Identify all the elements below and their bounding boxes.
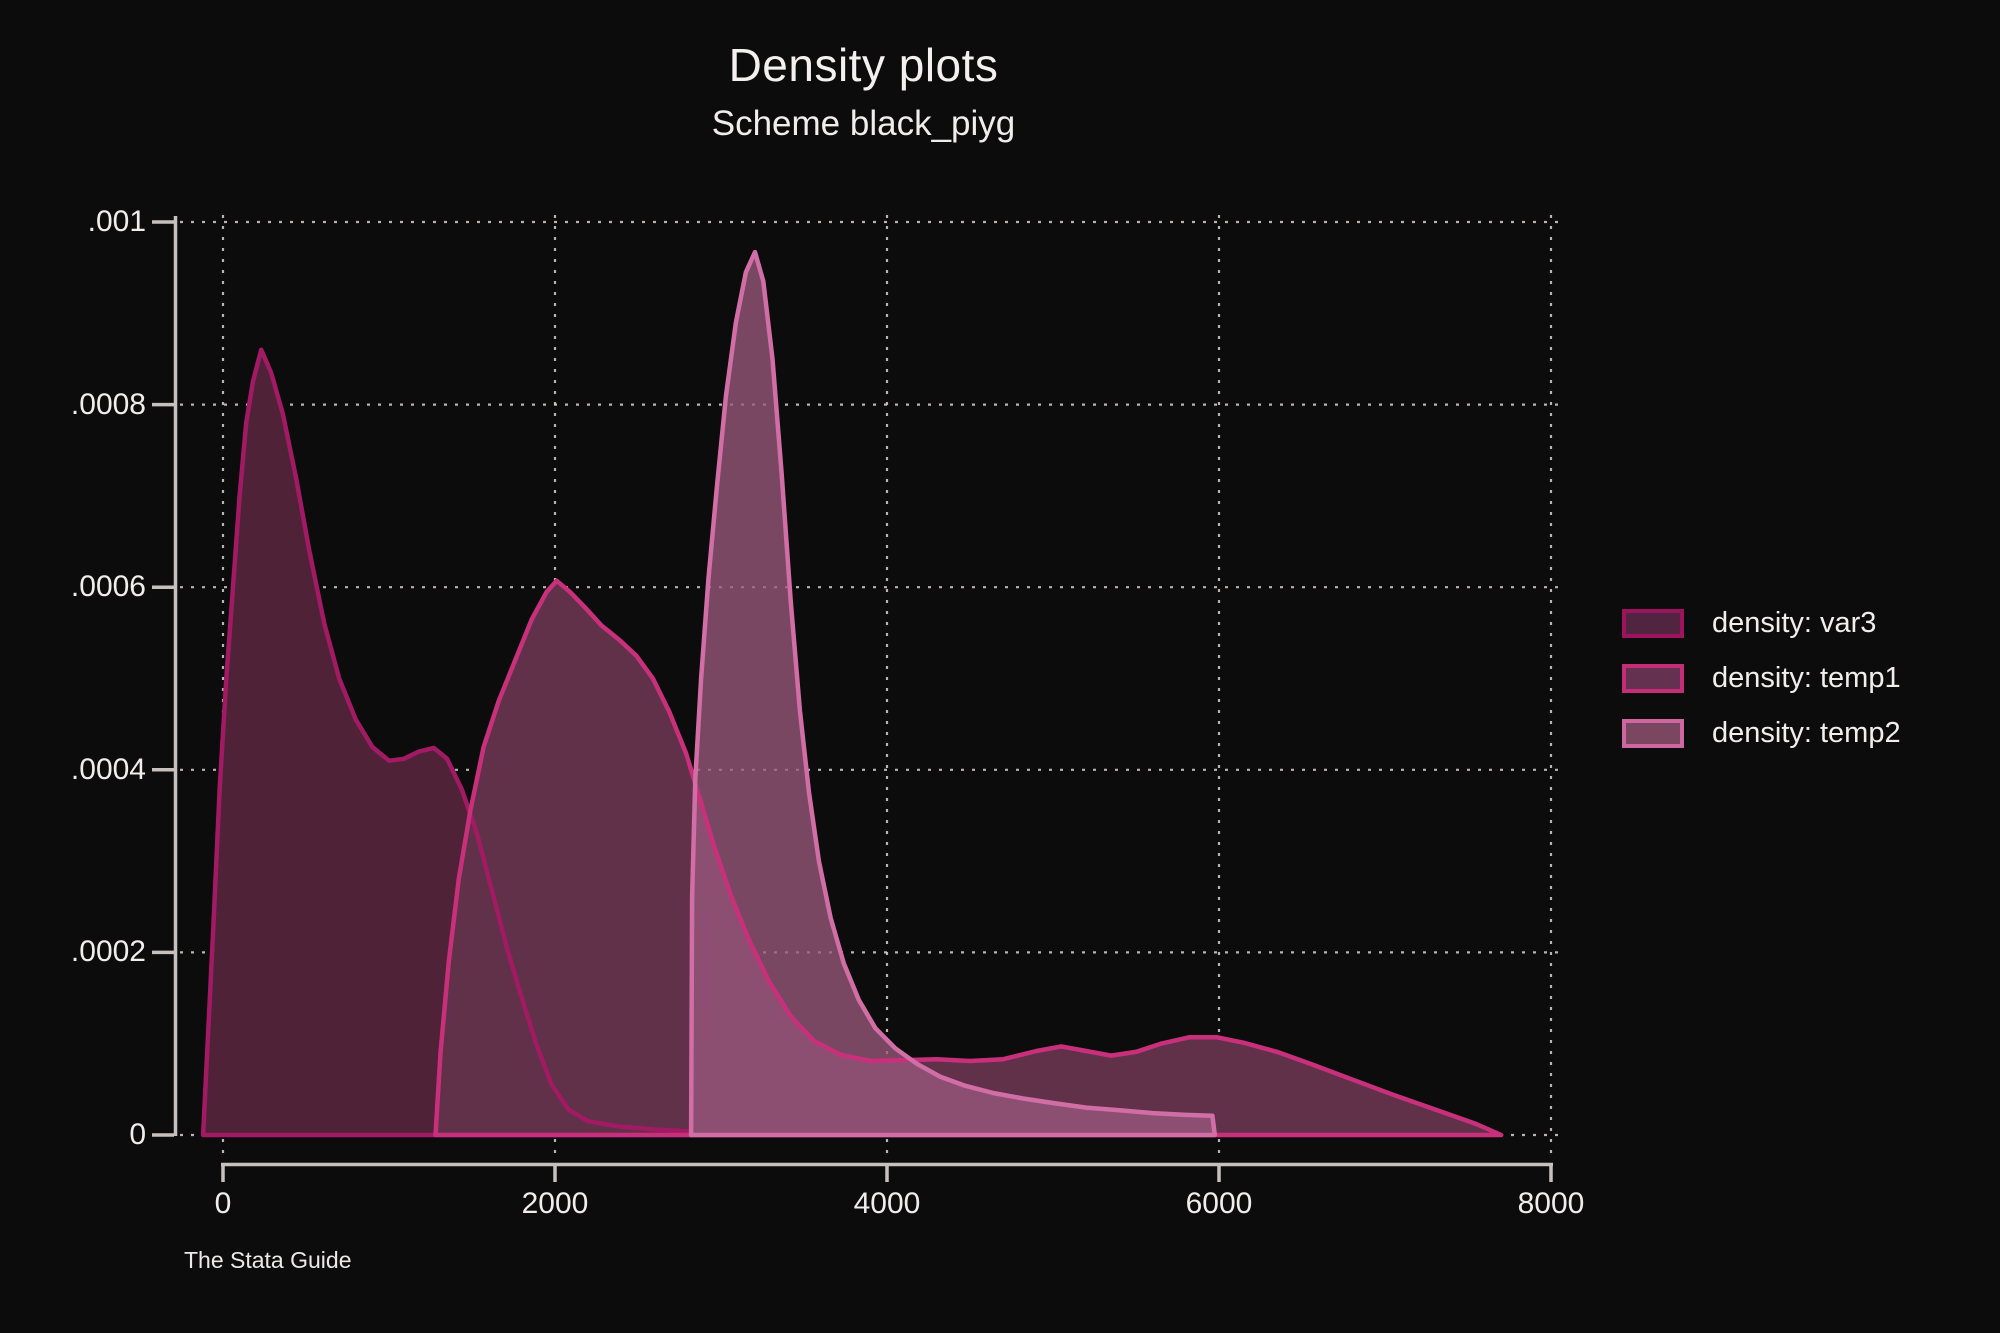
legend-swatch-icon: [1622, 719, 1684, 748]
y-tick-label: .0004: [70, 752, 146, 786]
density-outlines: [200, 249, 1504, 1138]
legend-label: density: var3: [1712, 607, 1877, 639]
x-tick-label: 0: [214, 1187, 232, 1220]
density-outline-temp2: [688, 249, 1218, 1138]
y-tick-label: .0006: [70, 570, 146, 604]
footer-note: The Stata Guide: [184, 1247, 352, 1273]
legend: density: var3 density: temp1 density: temp…: [1622, 596, 1901, 761]
chart-title: Density plots: [728, 39, 999, 91]
legend-item: density: var3: [1622, 596, 1901, 651]
legend-item: density: temp2: [1622, 706, 1901, 761]
chart-subtitle: Scheme black_piyg: [711, 104, 1016, 143]
legend-swatch-icon: [1622, 609, 1684, 638]
y-tick-label: .0002: [70, 935, 146, 969]
x-tick-label: 6000: [1185, 1187, 1253, 1220]
axes: [152, 216, 1553, 1182]
legend-label: density: temp1: [1712, 662, 1901, 694]
density-area-var3: [203, 349, 692, 1135]
y-tick-label: .0008: [70, 387, 146, 421]
density-outline-var3: [200, 347, 694, 1138]
x-tick-label: 4000: [853, 1187, 921, 1220]
y-axis-labels: 0 .0002 .0004 .0006 .0008 .001: [20, 0, 146, 1333]
y-tick-label: 0: [129, 1118, 146, 1151]
density-area-temp2: [691, 252, 1215, 1136]
y-tick-label: .001: [87, 205, 146, 238]
legend-label: density: temp2: [1712, 717, 1901, 749]
x-tick-label: 2000: [521, 1187, 589, 1220]
density-fills: [203, 252, 1502, 1136]
x-tick-label: 8000: [1517, 1187, 1585, 1220]
density-outline-temp1: [433, 578, 1504, 1138]
legend-item: density: temp1: [1622, 651, 1901, 706]
legend-swatch-icon: [1622, 664, 1684, 693]
